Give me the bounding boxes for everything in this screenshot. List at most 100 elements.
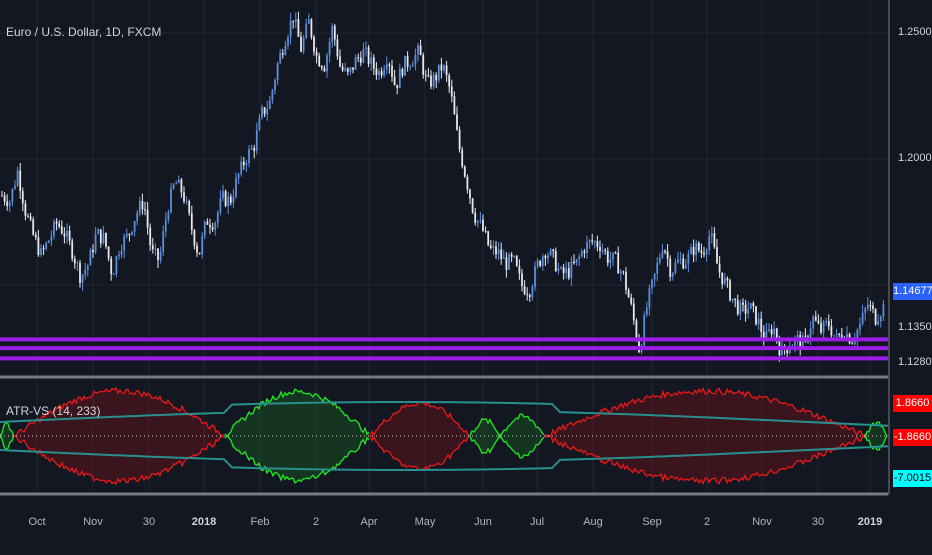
price-candle (68, 230, 71, 241)
price-candle (281, 53, 284, 55)
price-candle (162, 231, 165, 252)
price-candle (851, 343, 854, 345)
price-candle (365, 47, 367, 49)
price-candle (393, 76, 396, 85)
price-candle (736, 300, 739, 315)
price-candle (661, 250, 664, 258)
price-candle (482, 219, 484, 231)
price-candle (32, 219, 35, 235)
price-candle (66, 230, 68, 237)
price-candle (619, 271, 622, 274)
price-candle (383, 69, 386, 76)
price-candle (515, 255, 518, 266)
price-candle (549, 249, 552, 256)
price-candle (674, 262, 677, 274)
price-candle (344, 68, 347, 71)
price-candle (588, 240, 591, 242)
price-candle (177, 179, 180, 183)
price-candle (183, 192, 185, 202)
price-candle (216, 212, 219, 223)
price-candle (648, 288, 651, 308)
price-candle (237, 173, 240, 179)
price-candle (461, 149, 464, 167)
price-candle (666, 251, 669, 259)
price-candle (721, 272, 724, 285)
price-candle (625, 272, 627, 290)
price-candle (380, 71, 383, 76)
price-candle (219, 197, 222, 213)
price-candle (445, 65, 448, 76)
price-candle (822, 321, 825, 333)
price-candle (573, 261, 575, 264)
price-candle (604, 250, 607, 252)
price-candle (375, 68, 378, 76)
price-candle (76, 262, 79, 264)
price-candle (664, 250, 666, 252)
price-candle (14, 185, 16, 189)
price-candle (417, 45, 419, 55)
x-tick-label: Feb (250, 516, 270, 528)
price-candle (643, 314, 646, 346)
price-candle (788, 348, 791, 354)
price-candle (760, 318, 763, 332)
price-candle (112, 274, 115, 276)
price-candle (1, 195, 3, 197)
price-candle (164, 219, 167, 232)
x-tick-label: Aug (583, 516, 603, 528)
price-candle (861, 312, 864, 324)
price-candle (271, 90, 274, 101)
price-candle (700, 250, 703, 254)
price-candle (336, 39, 339, 57)
price-candle (508, 254, 510, 270)
price-candle (372, 57, 375, 69)
price-candle (846, 333, 848, 340)
price-candle (521, 273, 523, 286)
price-candle (55, 221, 58, 224)
price-candle (859, 323, 861, 330)
price-candle (744, 304, 747, 314)
price-candle (528, 295, 531, 297)
price-candle (731, 298, 734, 301)
price-candle (419, 45, 422, 56)
price-candle (833, 335, 835, 337)
price-candle (151, 245, 154, 250)
price-candle (125, 233, 128, 237)
price-candle (609, 259, 612, 264)
price-candle (765, 330, 768, 340)
price-candle (357, 57, 360, 59)
price-candle (872, 305, 874, 310)
price-candle (617, 252, 620, 274)
price-candle (349, 67, 352, 72)
indicator-upper-line (864, 421, 888, 439)
x-tick-label: Nov (83, 516, 103, 528)
price-candle (682, 258, 685, 269)
price-candle (391, 65, 393, 77)
price-candle (209, 224, 211, 228)
price-candle (554, 250, 557, 272)
price-candle (53, 221, 55, 236)
price-candle (6, 201, 9, 206)
price-candle (123, 236, 126, 251)
price-candle (84, 269, 87, 275)
price-candle (81, 274, 84, 283)
indicator-lower-line (224, 433, 370, 484)
price-candle (749, 303, 752, 309)
price-candle (172, 184, 175, 189)
price-candle (690, 247, 692, 254)
price-candle (37, 237, 40, 255)
price-candle (263, 107, 266, 115)
price-candle (513, 255, 516, 257)
price-candle (536, 260, 539, 267)
price-candle (534, 266, 536, 288)
price-candle (261, 107, 263, 118)
price-candle (856, 329, 859, 340)
price-candle (614, 252, 617, 254)
price-candle (703, 253, 705, 255)
price-candle (367, 47, 370, 64)
price-candle (133, 220, 136, 232)
price-candle (224, 191, 227, 207)
price-candle (677, 259, 679, 263)
price-candle (99, 229, 102, 244)
price-candle (19, 170, 22, 192)
price-candle (591, 240, 594, 242)
